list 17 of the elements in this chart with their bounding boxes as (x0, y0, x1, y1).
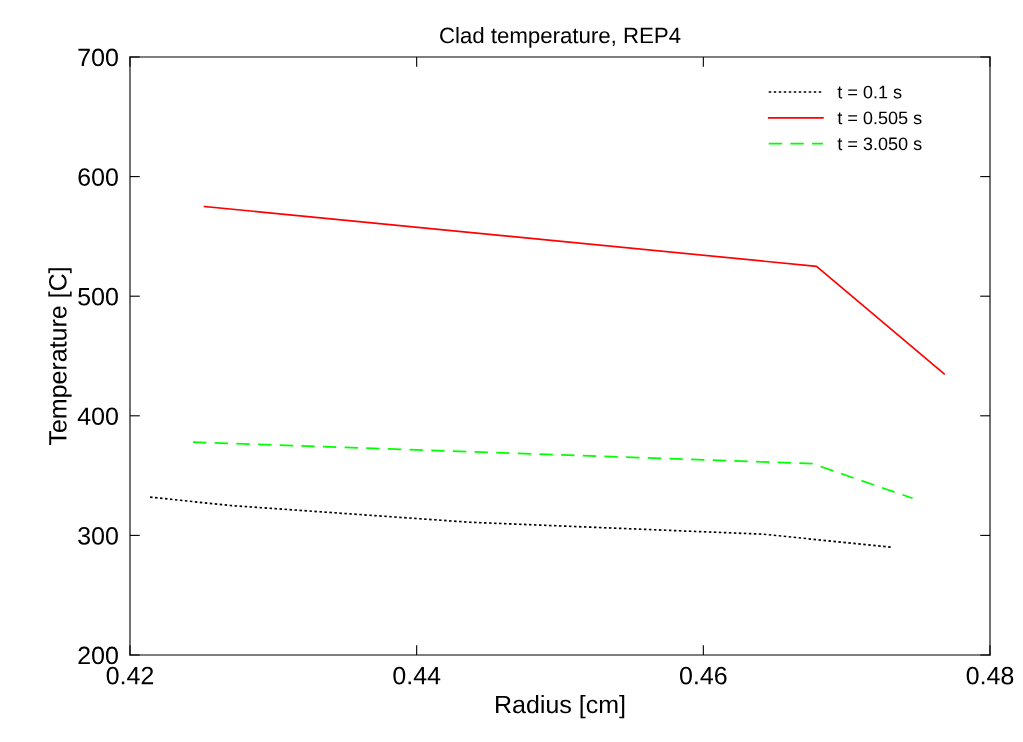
x-tick-label: 0.46 (679, 666, 727, 685)
legend-label: t = 0.505 s (837, 111, 922, 125)
y-tick-label: 400 (77, 407, 118, 426)
y-tick-label: 300 (78, 527, 118, 545)
legend-label: t = 0.1 s (837, 85, 902, 99)
x-tick-label: 0.48 (966, 666, 1014, 685)
chart-title: Clad temperature, REP4 (440, 27, 681, 48)
y-tick-label: 600 (78, 168, 118, 186)
x-tick-label: 0.44 (393, 666, 441, 685)
y-tick-label: 200 (78, 646, 118, 665)
line-series (149, 496, 894, 549)
y-tick-label: 700 (78, 48, 118, 67)
x-tick-label: 0.42 (106, 666, 154, 685)
y-tick-label: 500 (78, 287, 118, 306)
x-axis-title: Radius [cm] (496, 694, 625, 719)
legend-label: t = 3.050 s (837, 137, 922, 151)
y-axis-title: Temperature [C] (48, 268, 72, 446)
